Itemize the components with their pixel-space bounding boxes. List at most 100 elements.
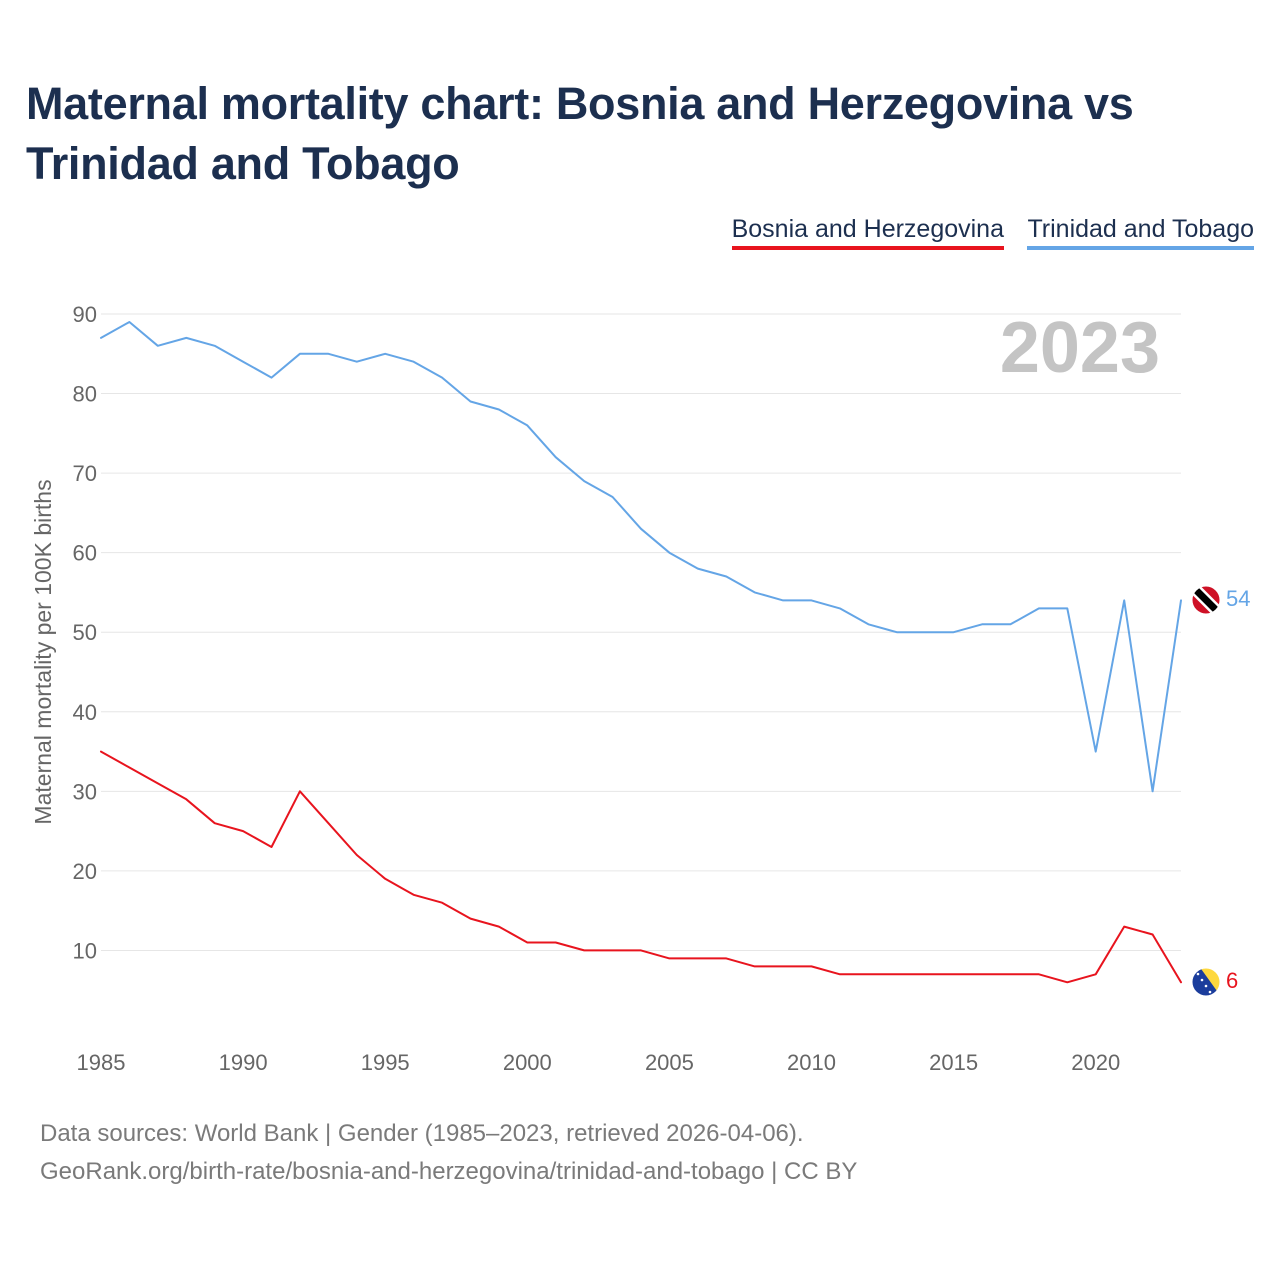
data-point bbox=[867, 623, 869, 625]
data-point bbox=[668, 957, 670, 959]
y-tick-label: 70 bbox=[73, 461, 97, 486]
data-point bbox=[953, 631, 955, 633]
data-point bbox=[1066, 607, 1068, 609]
trinidad-and-tobago-flag-icon bbox=[1191, 585, 1221, 615]
data-point bbox=[271, 846, 273, 848]
data-point bbox=[356, 361, 358, 363]
data-point bbox=[242, 830, 244, 832]
data-point bbox=[1180, 599, 1182, 601]
legend-item-trinidad-and-tobago[interactable]: Trinidad and Tobago bbox=[1027, 214, 1254, 250]
x-tick-label: 1995 bbox=[361, 1050, 410, 1075]
legend-item-bosnia-and-herzegovina[interactable]: Bosnia and Herzegovina bbox=[731, 214, 1004, 250]
data-point bbox=[811, 965, 813, 967]
series-lines bbox=[100, 321, 1182, 984]
data-point bbox=[327, 822, 329, 824]
data-point bbox=[299, 790, 301, 792]
y-axis-label: Maternal mortality per 100K births bbox=[30, 479, 56, 824]
x-tick-label: 2005 bbox=[645, 1050, 694, 1075]
data-point bbox=[100, 337, 102, 339]
data-point bbox=[953, 973, 955, 975]
data-point bbox=[668, 552, 670, 554]
data-point bbox=[640, 949, 642, 951]
y-tick-label: 60 bbox=[73, 541, 97, 566]
data-point bbox=[1180, 981, 1182, 983]
source-url-note: GeoRank.org/birth-rate/bosnia-and-herzeg… bbox=[40, 1158, 858, 1185]
data-point bbox=[981, 623, 983, 625]
data-point bbox=[441, 377, 443, 379]
chart-title: Maternal mortality chart: Bosnia and Her… bbox=[26, 78, 1134, 189]
data-point bbox=[697, 568, 699, 570]
data-point bbox=[583, 949, 585, 951]
data-point bbox=[441, 902, 443, 904]
data-point bbox=[725, 576, 727, 578]
data-point bbox=[1123, 599, 1125, 601]
data-point bbox=[1095, 973, 1097, 975]
year-watermark: 2023 bbox=[1000, 308, 1160, 388]
data-point bbox=[612, 949, 614, 951]
data-point bbox=[811, 599, 813, 601]
data-point bbox=[185, 337, 187, 339]
data-point bbox=[498, 409, 500, 411]
data-point bbox=[384, 878, 386, 880]
data-point bbox=[697, 957, 699, 959]
data-point bbox=[1066, 981, 1068, 983]
data-source-note: Data sources: World Bank | Gender (1985–… bbox=[40, 1120, 804, 1147]
data-point bbox=[128, 321, 130, 323]
data-point bbox=[612, 496, 614, 498]
data-point bbox=[470, 918, 472, 920]
y-tick-label: 40 bbox=[73, 700, 97, 725]
x-tick-label: 2010 bbox=[787, 1050, 836, 1075]
data-point bbox=[555, 456, 557, 458]
y-tick-label: 90 bbox=[73, 302, 97, 327]
y-tick-label: 50 bbox=[73, 620, 97, 645]
x-tick-label: 2020 bbox=[1071, 1050, 1120, 1075]
data-point bbox=[1123, 926, 1125, 928]
y-tick-label: 10 bbox=[73, 938, 97, 963]
data-point bbox=[924, 631, 926, 633]
data-point bbox=[242, 361, 244, 363]
data-point bbox=[725, 957, 727, 959]
data-point bbox=[413, 361, 415, 363]
data-point bbox=[327, 353, 329, 355]
data-point bbox=[754, 591, 756, 593]
x-tick-label: 1985 bbox=[77, 1050, 126, 1075]
data-point bbox=[214, 345, 216, 347]
data-point bbox=[924, 973, 926, 975]
bosnia-and-herzegovina-flag-icon bbox=[1191, 967, 1221, 997]
data-point bbox=[867, 973, 869, 975]
data-point bbox=[526, 942, 528, 944]
data-point bbox=[839, 607, 841, 609]
data-point bbox=[1152, 934, 1154, 936]
x-axis-ticks: 1985 1990 1995 2000 2005 2010 2015 2020 bbox=[77, 1050, 1121, 1075]
data-point bbox=[1152, 790, 1154, 792]
data-point bbox=[1095, 751, 1097, 753]
data-point bbox=[100, 751, 102, 753]
data-point bbox=[185, 798, 187, 800]
y-tick-label: 20 bbox=[73, 859, 97, 884]
gridlines bbox=[101, 313, 1181, 951]
data-point bbox=[555, 942, 557, 944]
data-point bbox=[839, 973, 841, 975]
data-point bbox=[157, 782, 159, 784]
end-label-trinidad-and-tobago: 54 bbox=[1226, 586, 1250, 611]
data-point bbox=[157, 345, 159, 347]
data-point bbox=[640, 528, 642, 530]
data-point bbox=[782, 599, 784, 601]
data-point bbox=[583, 480, 585, 482]
y-tick-label: 80 bbox=[73, 382, 97, 407]
x-tick-label: 1990 bbox=[219, 1050, 268, 1075]
x-tick-label: 2000 bbox=[503, 1050, 552, 1075]
line-chart: 10 20 30 40 50 60 70 80 90 1985 1990 1995 2000 2005 2… bbox=[30, 302, 1250, 1075]
data-point bbox=[1038, 607, 1040, 609]
data-point bbox=[384, 353, 386, 355]
series-line-bosnia-and-herzegovina[interactable] bbox=[100, 750, 1182, 984]
y-axis-ticks: 10 20 30 40 50 60 70 80 90 bbox=[73, 302, 97, 963]
data-point bbox=[413, 894, 415, 896]
data-point bbox=[1038, 973, 1040, 975]
data-point bbox=[782, 965, 784, 967]
series-line-trinidad-and-tobago[interactable] bbox=[100, 321, 1182, 793]
data-point bbox=[1010, 973, 1012, 975]
data-point bbox=[128, 767, 130, 769]
data-point bbox=[498, 926, 500, 928]
data-point bbox=[1010, 623, 1012, 625]
